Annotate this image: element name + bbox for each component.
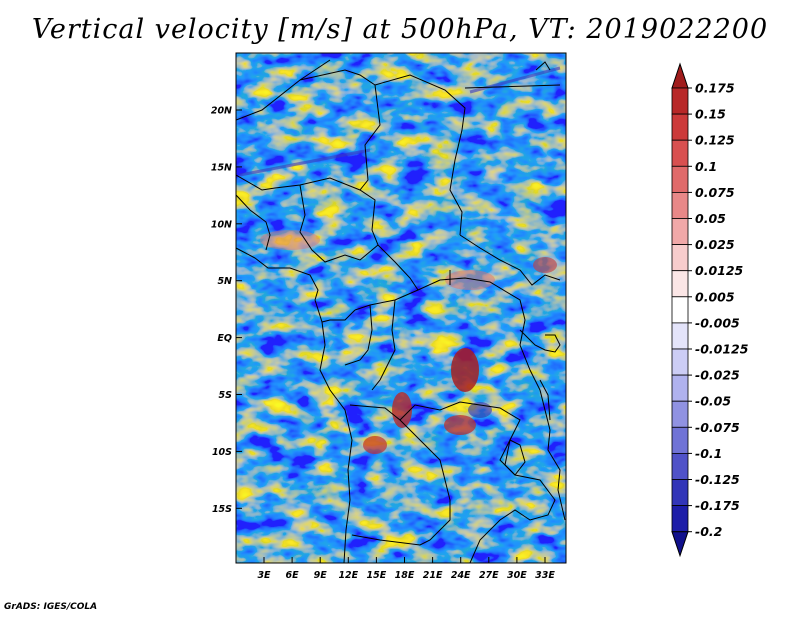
colorbar-segment: [671, 479, 689, 507]
colorbar-segment: [671, 165, 689, 193]
colorbar-label: -0.1: [695, 446, 722, 461]
downdraft-streak: [239, 148, 371, 177]
lon-tick-label: 21E: [423, 570, 443, 581]
colorbar-label: -0.005: [695, 315, 740, 330]
colorbar-segment: [671, 139, 689, 167]
updraft-region: [260, 230, 320, 250]
lat-tick-label: 10S: [212, 447, 232, 458]
colorbar-segment: [671, 374, 689, 402]
strong-updraft-region: [451, 348, 479, 392]
colorbar-segment: [671, 400, 689, 428]
lat-tick-label: 10N: [211, 219, 232, 230]
colorbar-min-arrow: [671, 531, 689, 558]
lon-tick-label: 9E: [314, 570, 328, 581]
updraft-region: [445, 270, 495, 290]
updraft-region: [363, 436, 387, 454]
colorbar-label: 0.0125: [695, 263, 744, 278]
colorbar-segment: [671, 322, 689, 350]
lon-tick-label: 18E: [395, 570, 415, 581]
colorbar-segment: [671, 426, 689, 454]
downdraft-region: [468, 402, 492, 418]
colorbar-segment: [671, 244, 689, 272]
lat-tick-label: EQ: [217, 333, 232, 344]
colorbar-segment: [671, 270, 689, 298]
lat-tick-label: 15N: [211, 162, 232, 173]
colorbar-label: 0.025: [695, 237, 735, 252]
lat-tick-label: 20N: [211, 106, 232, 117]
lon-tick-label: 30E: [507, 570, 527, 581]
colorbar-label: -0.2: [695, 524, 722, 539]
colorbar-segment: [671, 218, 689, 246]
lon-tick-label: 24E: [451, 570, 471, 581]
colorbar-label: 0.005: [695, 289, 735, 304]
colorbar-label: -0.075: [695, 420, 740, 435]
colorbar-label: 0.075: [695, 185, 735, 200]
updraft-region: [533, 257, 557, 273]
lon-tick-label: 12E: [338, 570, 358, 581]
longitude-axis: 3E 6E 9E 12E 15E 18E 21E 24E 27E 30E 33E: [257, 557, 555, 581]
colorbar-max-arrow: [671, 62, 689, 89]
colorbar-label: -0.025: [695, 368, 740, 383]
colorbar-segment: [671, 113, 689, 141]
colorbar: 0.175 0.15 0.125 0.1 0.075 0.05 0.025 0.0125 0.0…: [671, 62, 749, 558]
lon-tick-label: 3E: [257, 570, 271, 581]
colorbar-label: 0.15: [695, 107, 726, 122]
colorbar-segment: [671, 87, 689, 115]
lat-tick-label: 5N: [217, 276, 232, 287]
colorbar-segment: [671, 505, 689, 533]
footer-credit: GrADS: IGES/COLA: [4, 602, 98, 612]
lat-tick-label: 15S: [212, 504, 232, 515]
lat-tick-label: 5S: [219, 390, 233, 401]
lon-tick-label: 27E: [479, 570, 499, 581]
velocity-field: [235, 52, 567, 564]
colorbar-segment: [671, 348, 689, 376]
colorbar-segment: [671, 452, 689, 480]
colorbar-label: -0.125: [695, 472, 740, 487]
coastlines-borders: [236, 59, 566, 563]
colorbar-label: -0.05: [695, 394, 731, 409]
map-frame: [235, 52, 567, 564]
colorbar-label: 0.05: [695, 211, 726, 226]
updraft-region: [392, 392, 412, 428]
colorbar-label: -0.175: [695, 498, 740, 513]
updraft-region: [444, 415, 476, 435]
colorbar-label: -0.0125: [695, 342, 749, 357]
lon-tick-label: 33E: [535, 570, 555, 581]
map-title: Vertical velocity [m/s] at 500hPa, VT: 2…: [31, 14, 769, 45]
colorbar-segment: [671, 296, 689, 324]
downdraft-streak: [469, 66, 561, 94]
lon-tick-label: 15E: [367, 570, 387, 581]
colorbar-label: 0.1: [695, 159, 717, 174]
lon-tick-label: 6E: [286, 570, 300, 581]
colorbar-label: 0.125: [695, 133, 735, 148]
colorbar-label: 0.175: [695, 81, 735, 96]
latitude-axis: 20N 15N 10N 5N EQ 5S 10S 15S: [211, 106, 242, 515]
colorbar-segment: [671, 191, 689, 219]
